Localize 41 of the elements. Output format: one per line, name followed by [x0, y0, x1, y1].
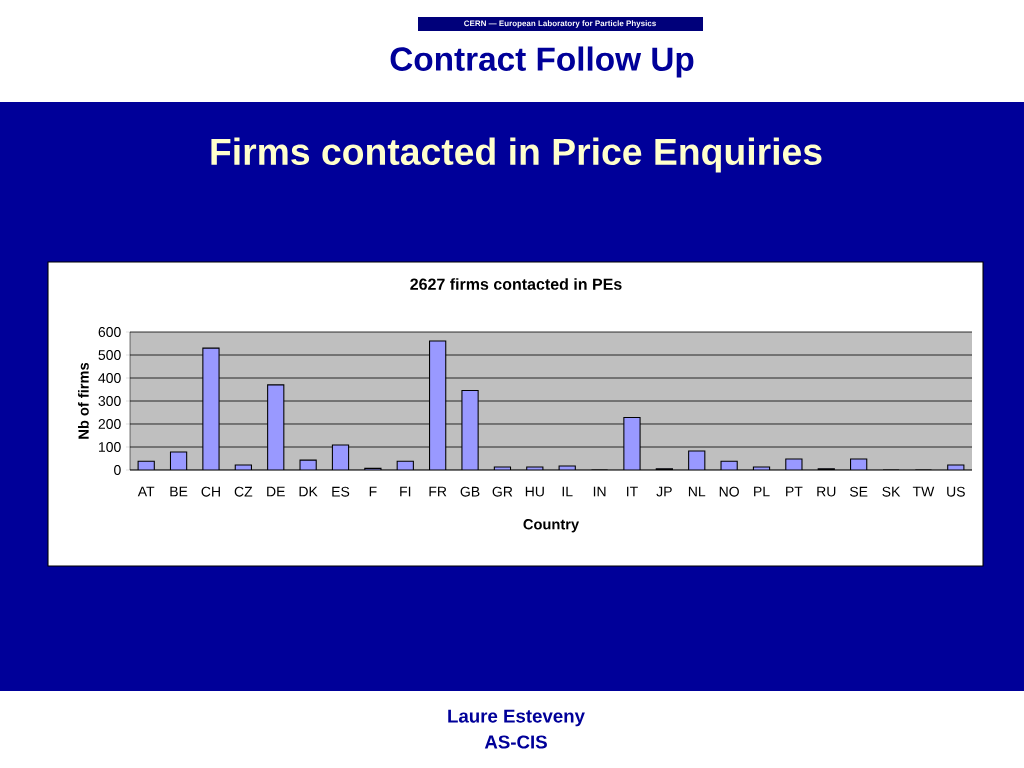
x-tick-label: ES [332, 486, 350, 497]
x-tick-label: FR [429, 486, 447, 497]
x-tick-label: FI [400, 486, 411, 497]
x-tick-label: US [947, 486, 965, 497]
x-tick-label: JP [656, 486, 672, 497]
x-tick-label: DK [299, 486, 318, 497]
text: CERN — European Laboratory for Particle Physics [464, 20, 656, 28]
x-tick-label: PL [754, 486, 770, 497]
y-tick-label: 0 [114, 465, 121, 475]
x-tick-label: IT [627, 486, 638, 497]
x-tick-label: PT [786, 486, 803, 497]
x-tick-label: RU [817, 486, 836, 497]
x-axis-title: Country [523, 519, 580, 533]
text: Laure Esteveny [448, 709, 585, 727]
text: Contract Follow Up [390, 46, 694, 78]
text: Firms contacted in Price Enquiries [211, 137, 822, 173]
x-tick-label: GB [460, 486, 480, 497]
x-tick-label: NL [688, 486, 706, 497]
y-tick-label: 400 [98, 373, 121, 383]
x-tick-label: F [369, 486, 377, 497]
x-tick-label: CZ [234, 486, 253, 497]
x-tick-label: BE [170, 486, 188, 497]
y-tick-label: 200 [98, 419, 121, 429]
x-tick-label: TW [912, 486, 935, 497]
chart-title: 2627 firms contacted in PEs [410, 278, 622, 290]
x-tick-label: CH [201, 486, 220, 497]
y-axis-title: Nb of firms [78, 362, 89, 439]
x-tick-label: IL [562, 486, 573, 497]
text: AS-CIS [484, 735, 547, 749]
y-tick-label: 100 [99, 442, 121, 452]
y-tick-label: 300 [98, 396, 121, 406]
y-tick-label: 500 [98, 350, 121, 360]
y-tick-label: 600 [98, 327, 121, 337]
x-tick-label: DE [267, 486, 285, 497]
x-tick-label: NO [719, 486, 739, 497]
x-tick-label: SE [849, 486, 868, 497]
x-tick-label: IN [593, 486, 606, 497]
x-tick-label: SK [882, 486, 901, 497]
x-tick-label: GR [492, 486, 513, 497]
x-tick-label: AT [137, 486, 155, 497]
x-tick-label: HU [525, 486, 544, 497]
